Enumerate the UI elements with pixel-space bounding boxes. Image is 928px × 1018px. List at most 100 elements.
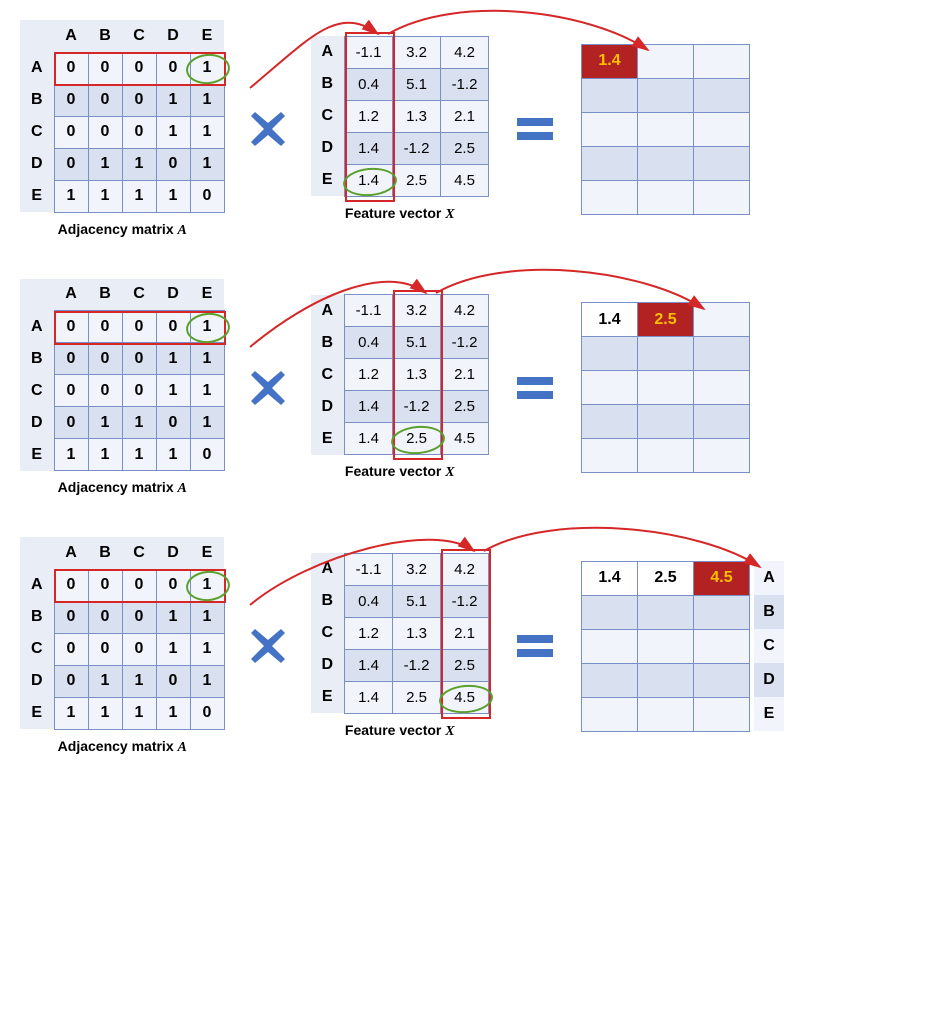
feature-matrix: A-1.13.24.2B0.45.1-1.2C1.21.32.1D1.4-1.2…: [311, 294, 490, 455]
result-cell: [582, 663, 638, 697]
feat-cell: 0.4: [345, 327, 393, 359]
adj-cell: 0: [122, 116, 156, 148]
feat-cell: 1.4: [345, 132, 393, 164]
adj-cell: 0: [54, 84, 88, 116]
row-header: E: [311, 423, 345, 455]
col-header: D: [156, 279, 190, 311]
caption: Feature vector X: [345, 463, 455, 481]
col-header: B: [88, 279, 122, 311]
col-header: C: [122, 279, 156, 311]
adjacency-matrix: ABCDEA00001B00011C00011D01101E11110: [20, 279, 225, 472]
feat-cell: 4.2: [441, 36, 489, 68]
adj-cell: 0: [122, 375, 156, 407]
adj-cell: 0: [54, 569, 88, 601]
adj-cell: 1: [190, 84, 224, 116]
adj-cell: 1: [122, 665, 156, 697]
adj-cell: 0: [88, 116, 122, 148]
adj-cell: 1: [156, 180, 190, 212]
result-cell: [638, 595, 694, 629]
feat-cell: 1.4: [345, 391, 393, 423]
feat-cell: 1.2: [345, 100, 393, 132]
adj-cell: 1: [54, 180, 88, 212]
row-header: D: [20, 148, 54, 180]
multiply-icon: [251, 112, 285, 146]
result-cell: [638, 371, 694, 405]
feat-cell: 1.4: [345, 649, 393, 681]
col-header: E: [190, 279, 224, 311]
adj-cell: 0: [54, 665, 88, 697]
adj-cell: 0: [54, 407, 88, 439]
adj-cell: 0: [88, 52, 122, 84]
row-header: A: [20, 311, 54, 343]
adj-cell: 0: [122, 84, 156, 116]
feat-cell: -1.2: [393, 649, 441, 681]
adj-cell: 1: [122, 148, 156, 180]
caption: Adjacency matrix A: [58, 738, 187, 756]
result-cell: 1.4: [582, 561, 638, 595]
adj-cell: 0: [122, 601, 156, 633]
col-header: D: [156, 537, 190, 569]
result-cell: [694, 337, 750, 371]
feat-cell: -1.1: [345, 36, 393, 68]
col-header: B: [88, 537, 122, 569]
row-header: C: [20, 633, 54, 665]
feat-cell: 2.5: [441, 132, 489, 164]
result-cell: [694, 180, 750, 214]
adj-cell: 1: [190, 52, 224, 84]
feat-cell: 4.5: [441, 681, 489, 713]
result-matrix: 1.42.54.5: [581, 561, 750, 732]
adj-cell: 1: [190, 601, 224, 633]
feat-cell: 2.5: [393, 681, 441, 713]
result-cell: [582, 439, 638, 473]
result-row-labels: ABCDE: [754, 561, 784, 731]
col-header: D: [156, 20, 190, 52]
col-header: A: [54, 279, 88, 311]
result-cell: [638, 663, 694, 697]
result-cell: [694, 371, 750, 405]
feat-cell: -1.2: [441, 68, 489, 100]
feat-cell: 1.2: [345, 359, 393, 391]
adj-cell: 0: [122, 569, 156, 601]
feat-cell: -1.2: [393, 391, 441, 423]
result-cell: [638, 405, 694, 439]
caption: Feature vector X: [345, 722, 455, 740]
panel: ABCDEA00001B00011C00011D01101E11110Adjac…: [20, 279, 908, 498]
adj-cell: 0: [88, 633, 122, 665]
row-header: B: [20, 343, 54, 375]
feature-matrix: A-1.13.24.2B0.45.1-1.2C1.21.32.1D1.4-1.2…: [311, 553, 490, 714]
adj-cell: 1: [156, 633, 190, 665]
equals-icon: [515, 373, 555, 403]
adj-cell: 1: [54, 697, 88, 729]
adj-cell: 0: [156, 665, 190, 697]
result-cell: [582, 595, 638, 629]
feat-cell: 2.5: [441, 649, 489, 681]
result-cell: [582, 146, 638, 180]
feat-cell: 3.2: [393, 553, 441, 585]
feat-cell: 2.5: [393, 423, 441, 455]
result-cell: [582, 405, 638, 439]
col-header: C: [122, 537, 156, 569]
adj-cell: 1: [156, 601, 190, 633]
adj-cell: 0: [156, 569, 190, 601]
result-cell: [582, 337, 638, 371]
row-header: B: [311, 585, 345, 617]
adj-cell: 0: [190, 697, 224, 729]
row-header: C: [20, 375, 54, 407]
feat-cell: 4.2: [441, 553, 489, 585]
result-cell: [582, 371, 638, 405]
adj-cell: 1: [190, 569, 224, 601]
feat-cell: 4.5: [441, 164, 489, 196]
adj-cell: 1: [190, 375, 224, 407]
adj-cell: 1: [190, 116, 224, 148]
col-header: A: [54, 537, 88, 569]
result-cell: [694, 595, 750, 629]
adj-cell: 0: [54, 116, 88, 148]
adj-cell: 1: [156, 116, 190, 148]
result-cell: [638, 697, 694, 731]
result-cell: [694, 44, 750, 78]
adj-cell: 1: [88, 180, 122, 212]
feat-cell: 3.2: [393, 295, 441, 327]
caption: Adjacency matrix A: [58, 479, 187, 497]
feat-cell: 1.4: [345, 164, 393, 196]
adj-cell: 1: [122, 407, 156, 439]
